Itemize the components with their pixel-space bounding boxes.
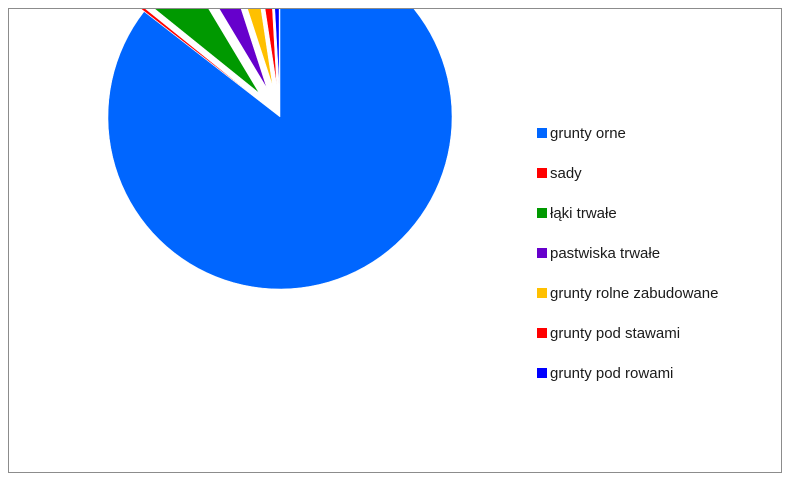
legend-swatch [537, 248, 547, 258]
pie-chart [107, 9, 453, 290]
legend-item: łąki trwałe [537, 203, 718, 223]
pie-slice-2 [154, 9, 260, 94]
legend-label: grunty pod rowami [550, 364, 674, 382]
legend-label: grunty orne [550, 124, 626, 142]
legend-label: pastwiska trwałe [550, 244, 661, 262]
pie-slice-5 [264, 9, 277, 86]
pie-slice-4 [247, 9, 273, 86]
legend-item: grunty orne [537, 123, 718, 143]
legend-item: grunty rolne zabudowane [537, 283, 718, 303]
legend-label: grunty pod stawami [550, 324, 681, 342]
legend-swatch [537, 288, 547, 298]
legend: grunty orne sady łąki trwałe pastwiska trwa… [537, 123, 718, 403]
legend-item: grunty pod stawami [537, 323, 718, 343]
legend-swatch [537, 328, 547, 338]
pie-slice-6 [274, 9, 280, 86]
legend-swatch [537, 208, 547, 218]
legend-label: grunty rolne zabudowane [550, 284, 719, 302]
chart-frame: grunty orne sady łąki trwałe pastwiska trwa… [8, 8, 782, 473]
legend-swatch [537, 128, 547, 138]
legend-item: pastwiska trwałe [537, 243, 718, 263]
legend-swatch [537, 168, 547, 178]
legend-label: łąki trwałe [550, 204, 617, 222]
pie-slice-3 [219, 9, 267, 89]
legend-label: sady [550, 164, 582, 182]
pie-slice-1 [140, 9, 256, 98]
legend-item: grunty pod rowami [537, 363, 718, 383]
legend-item: sady [537, 163, 718, 183]
legend-swatch [537, 368, 547, 378]
pie-slice-0 [107, 9, 453, 290]
